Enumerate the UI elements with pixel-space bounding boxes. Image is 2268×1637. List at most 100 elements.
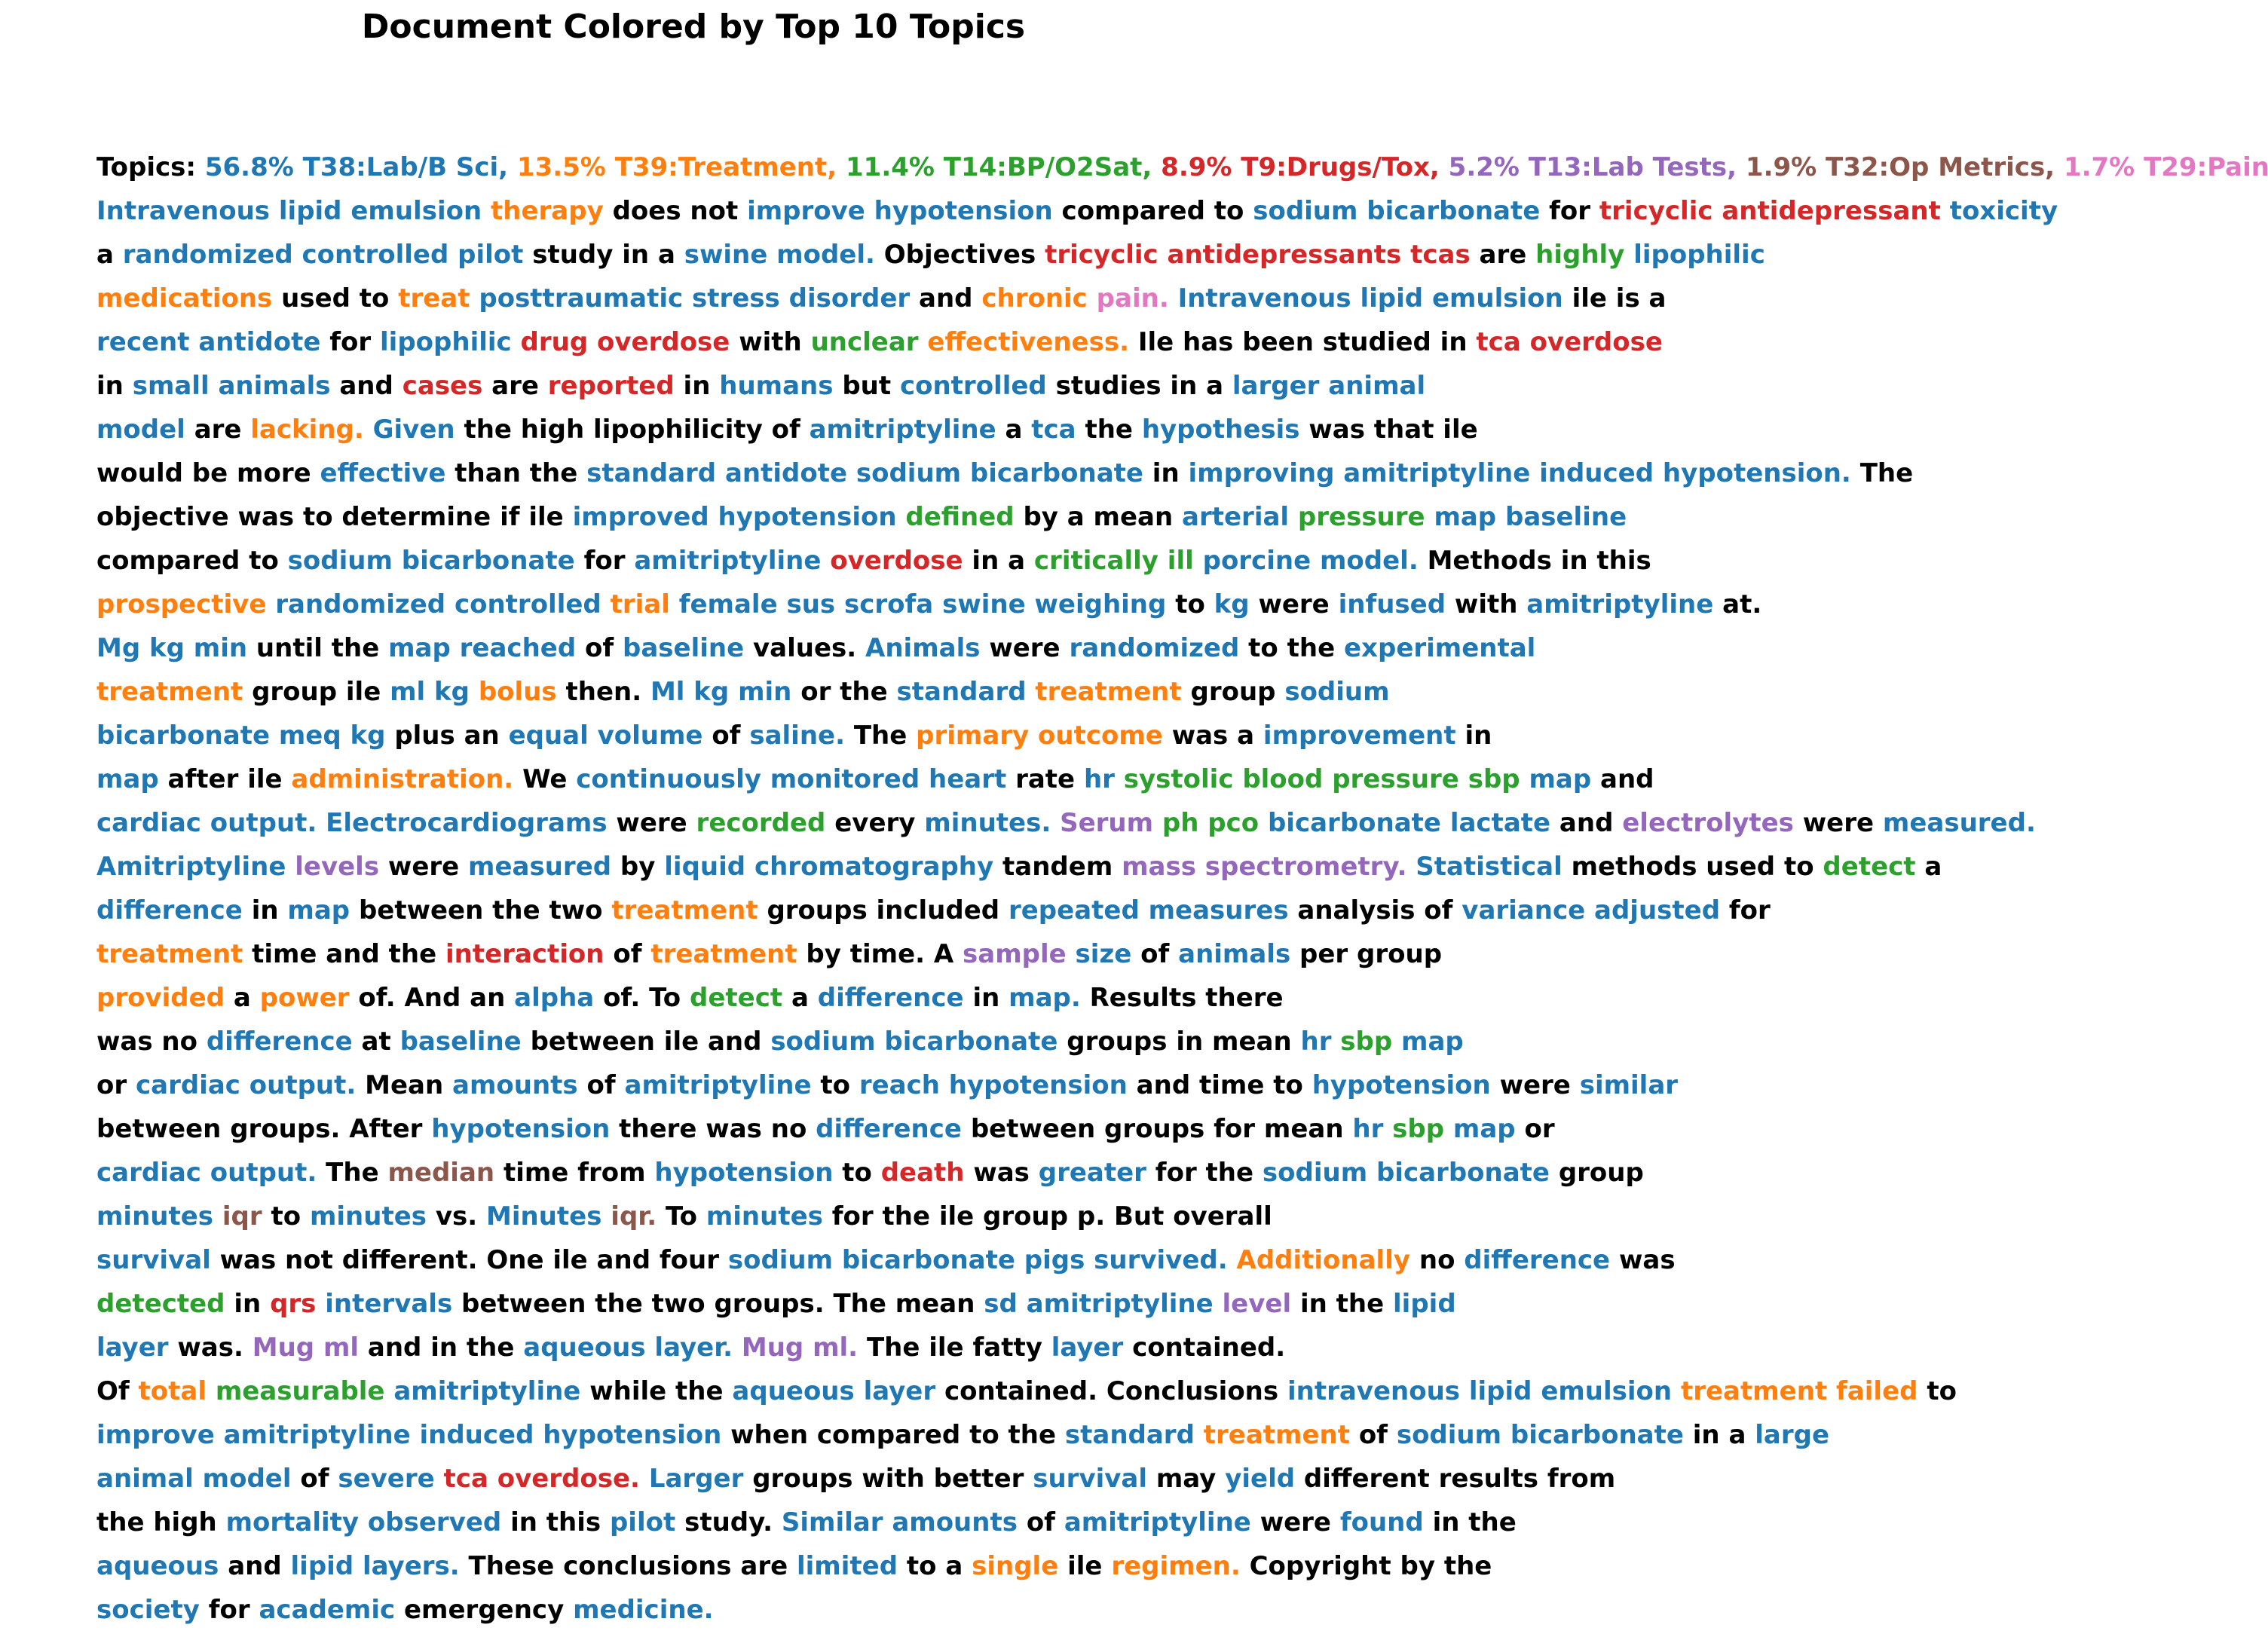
plain-text: while the [589, 1376, 733, 1406]
plain-text: study. [684, 1507, 782, 1538]
topic-blue-text: baseline [399, 1027, 531, 1057]
topic-blue-text: hypothesis [1141, 415, 1309, 445]
topic-orange-text: treatment [1203, 1420, 1359, 1450]
topic-blue-text: toxicity [1949, 196, 2058, 226]
text-line: aqueous and lipid layers. These conclusi… [96, 1544, 2268, 1588]
plain-text: was that ile [1308, 415, 1478, 445]
topic-blue-text: bicarbonate lactate [1267, 808, 1559, 838]
topic-blue-text: improvement [1263, 721, 1465, 751]
text-line: was no difference at baseline between il… [96, 1020, 2268, 1063]
plain-text: in the [1432, 1507, 1517, 1538]
topic-blue-text: similar [1579, 1070, 1679, 1100]
text-line: cardiac output. Electrocardiograms were … [96, 801, 2268, 845]
topic-blue-text: survival [1033, 1464, 1156, 1494]
topic-orange-text: treatment [96, 677, 253, 707]
topic-blue-text: porcine model. [1202, 546, 1428, 576]
plain-text: or [96, 1070, 136, 1100]
topic-blue-text: large [1755, 1420, 1829, 1450]
plain-text: in this [510, 1507, 610, 1538]
topic-orange-text: medications [96, 283, 282, 314]
plain-text: may [1155, 1464, 1226, 1494]
plain-text: time from [503, 1158, 655, 1188]
topic-blue-text: larger animal [1232, 371, 1426, 401]
topic-blue-text: hypotension [654, 1158, 843, 1188]
plain-text: emergency [404, 1595, 574, 1625]
plain-text: The [326, 1158, 388, 1188]
topic-blue-text: alpha [514, 983, 604, 1013]
plain-text: was no [96, 1027, 207, 1057]
topic-blue-text: reach hypotension [859, 1070, 1137, 1100]
plain-text: was not different. One ile and four [219, 1245, 728, 1275]
topic-blue-text: kg [1214, 589, 1259, 620]
plain-text: plus an [394, 721, 509, 751]
topic-blue-text: standard [896, 677, 1036, 707]
topic-blue-text: found [1339, 1507, 1433, 1538]
topic-orange-text: treatment [1035, 677, 1191, 707]
plain-text: were [1259, 1507, 1340, 1538]
topic-blue-text: randomized controlled [275, 589, 611, 620]
plain-text: groups included [767, 895, 1009, 926]
topic-blue-text: Ml kg min [650, 677, 801, 707]
plain-text: per group [1299, 939, 1443, 969]
plain-text: were [989, 633, 1070, 663]
plain-text: were [1258, 589, 1339, 620]
topic-blue-text: society [96, 1595, 209, 1625]
topic-green-text: defined [905, 502, 1024, 532]
topic-blue-text: improve hypotension [747, 196, 1062, 226]
plain-text: were [616, 808, 696, 838]
plain-text: was. [177, 1333, 253, 1363]
plain-text: of. And an [358, 983, 515, 1013]
plain-text: contained. [1132, 1333, 1286, 1363]
topic-blue-text: improve amitriptyline induced hypotensio… [96, 1420, 731, 1450]
text-line: Intravenous lipid emulsion therapy does … [96, 189, 2268, 233]
plain-text: by a mean [1023, 502, 1183, 532]
topic-blue-text: lipophilic [380, 327, 521, 357]
topic-orange-text: power [259, 983, 359, 1013]
plain-text: different results from [1303, 1464, 1616, 1494]
topic-blue-text: map [1452, 1114, 1525, 1144]
topic-blue-text: cardiac output. [135, 1070, 366, 1100]
plain-text: between the two groups. The mean [461, 1289, 984, 1319]
topic-blue-text: effective [320, 458, 455, 488]
plain-text: for the ile group p. But overall [831, 1201, 1272, 1232]
topic-blue-text: improving amitriptyline induced hypotens… [1188, 458, 1860, 488]
plain-text: were [1802, 808, 1883, 838]
topic-blue-text: hr [1300, 1027, 1341, 1057]
plain-text: Methods in this [1427, 546, 1651, 576]
topic-blue-text: layer [1051, 1333, 1133, 1363]
plain-text: time and the [252, 939, 445, 969]
plain-text: at [361, 1027, 400, 1057]
plain-text: between ile and [530, 1027, 771, 1057]
topic-blue-text: aqueous [96, 1551, 228, 1581]
topic-blue-text: saline. [749, 721, 854, 751]
topic-blue-text: sodium bicarbonate [1396, 1420, 1693, 1450]
topic-blue-text: Intravenous lipid emulsion [1177, 283, 1572, 314]
topic-blue-text: Minutes [486, 1201, 611, 1232]
topic-blue-text: cardiac output. [96, 1158, 326, 1188]
plain-text: rate [1015, 764, 1084, 794]
plain-text: and [1600, 764, 1654, 794]
plain-text: and [919, 283, 982, 314]
text-line: medications used to treat posttraumatic … [96, 277, 2268, 320]
topic-blue-text: sodium bicarbonate pigs survived. [727, 1245, 1237, 1275]
topic-blue-text: academic [259, 1595, 404, 1625]
text-line: cardiac output. The median time from hyp… [96, 1151, 2268, 1195]
plain-text: in [683, 371, 720, 401]
text-line: layer was. Mug ml and in the aqueous lay… [96, 1326, 2268, 1369]
text-line: Mg kg min until the map reached of basel… [96, 626, 2268, 670]
plain-text: the [1085, 415, 1142, 445]
topic-blue-text: Amitriptyline [96, 852, 295, 882]
topic-green-text: highly [1535, 240, 1634, 270]
topic-green-text: unclear [810, 327, 928, 357]
plain-text: The [1859, 458, 1914, 488]
plain-text: used to [281, 283, 399, 314]
topic-blue-text: experimental [1343, 633, 1536, 663]
plain-text: The ile fatty [866, 1333, 1051, 1363]
plain-text: group [1558, 1158, 1644, 1188]
plain-text: to [1927, 1376, 1957, 1406]
topic-blue-text: hr [1352, 1114, 1393, 1144]
topic-blue-text: hr [1083, 764, 1124, 794]
topic-blue-text: map reached [388, 633, 586, 663]
plain-text: after ile [167, 764, 292, 794]
topic-purple-text: Mug ml. [741, 1333, 867, 1363]
